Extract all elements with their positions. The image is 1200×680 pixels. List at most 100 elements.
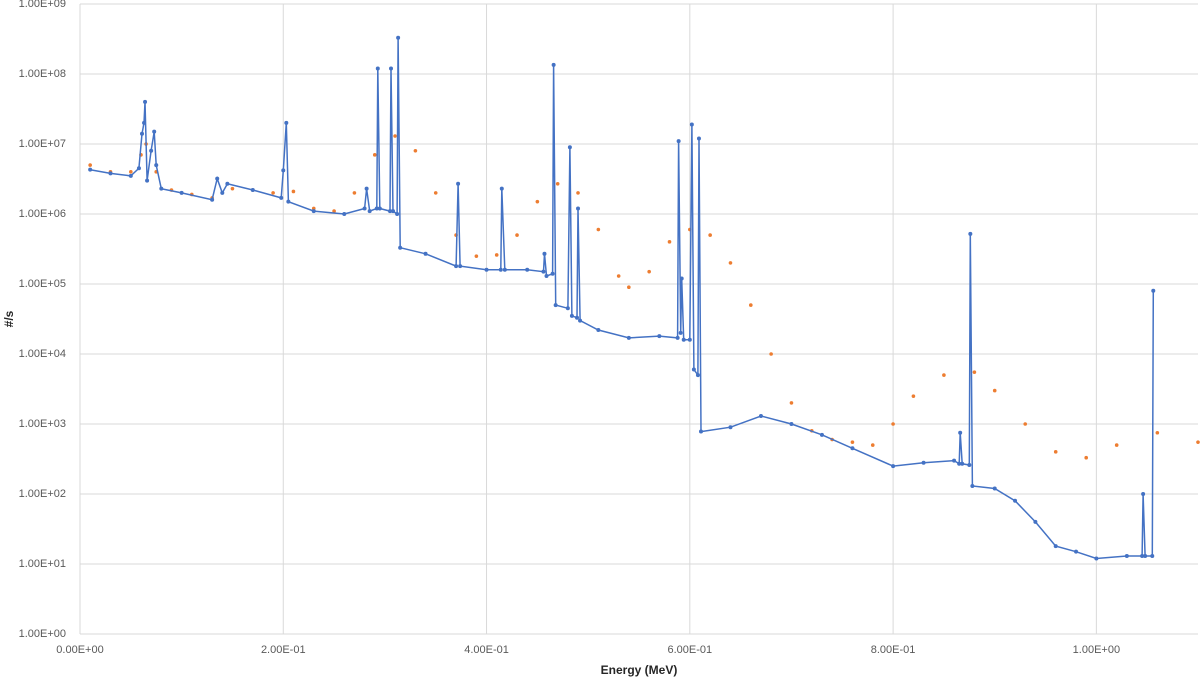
data-point (136, 166, 141, 171)
data-point (1155, 430, 1160, 435)
data-point (474, 254, 479, 258)
y-tick-label: 1.00E+01 (19, 558, 66, 570)
data-point (149, 148, 154, 153)
y-tick-label: 1.00E+02 (19, 488, 66, 500)
data-point (647, 269, 651, 274)
data-point (891, 422, 895, 426)
data-point (626, 335, 631, 340)
data-point (957, 461, 962, 466)
data-point (515, 233, 519, 237)
data-point (179, 190, 184, 195)
data-point (616, 274, 621, 278)
data-point (129, 170, 133, 174)
y-tick-label: 1.00E+06 (19, 208, 66, 220)
data-point (550, 271, 555, 276)
series-line (90, 37, 1155, 560)
data-point (220, 190, 225, 195)
data-point (691, 367, 696, 372)
y-tick-label: 1.00E+00 (19, 628, 66, 640)
data-point (1053, 450, 1058, 454)
data-point (433, 191, 438, 195)
data-point (972, 370, 977, 374)
data-point (332, 209, 336, 213)
data-point (230, 186, 235, 191)
data-point (396, 35, 401, 40)
data-point (542, 251, 547, 256)
data-point (152, 129, 157, 134)
data-point (870, 443, 875, 447)
data-point (921, 460, 926, 465)
data-point (502, 267, 507, 272)
data-point (88, 163, 92, 167)
data-point (225, 181, 230, 186)
data-point (398, 245, 403, 250)
x-tick-label: 4.00E-01 (464, 644, 509, 656)
data-point (728, 425, 733, 430)
data-point (960, 461, 965, 466)
data-point (596, 328, 601, 333)
data-point (364, 186, 369, 191)
data-point (575, 315, 580, 320)
data-point (769, 352, 773, 356)
data-point (210, 197, 215, 202)
data-point (789, 401, 794, 405)
data-point (1140, 554, 1145, 559)
data-point (555, 182, 560, 186)
data-point (992, 388, 997, 393)
data-point (553, 303, 558, 308)
data-point (279, 195, 284, 200)
data-point (689, 122, 694, 127)
data-point (281, 168, 286, 173)
data-point (681, 337, 686, 342)
data-point (367, 209, 372, 214)
data-point (375, 66, 380, 71)
data-point (698, 429, 703, 434)
data-point (667, 240, 672, 244)
data-point (154, 163, 159, 168)
data-point (535, 199, 540, 204)
data-point (569, 313, 574, 318)
y-axis-title: #/s (2, 310, 16, 327)
data-point (1084, 455, 1088, 460)
x-tick-label: 1.00E+00 (1073, 644, 1120, 656)
data-point (377, 206, 382, 211)
data-point (271, 191, 275, 195)
data-point (1124, 554, 1129, 559)
x-tick-label: 8.00E-01 (871, 644, 916, 656)
data-point (142, 120, 147, 125)
data-point (968, 231, 973, 236)
data-point (819, 432, 824, 437)
data-point (657, 334, 662, 339)
data-point (311, 209, 316, 214)
data-point (458, 264, 463, 269)
data-point (676, 139, 681, 144)
data-point (596, 227, 601, 232)
y-tick-label: 1.00E+07 (19, 138, 66, 150)
data-point (708, 233, 712, 237)
y-tick-label: 1.00E+09 (19, 0, 66, 10)
data-point (679, 276, 684, 281)
data-point (1053, 544, 1058, 549)
data-point (1143, 554, 1148, 559)
data-point (1196, 440, 1200, 444)
y-tick-label: 1.00E+05 (19, 278, 66, 290)
data-point (1033, 519, 1038, 524)
data-point (88, 167, 93, 172)
x-axis-title: Energy (MeV) (601, 663, 678, 677)
data-point (541, 269, 546, 274)
data-point (728, 261, 733, 265)
data-point (372, 153, 377, 157)
data-point (567, 145, 572, 150)
data-point (387, 209, 392, 214)
data-point (342, 212, 347, 216)
data-point (484, 267, 489, 272)
data-point (143, 99, 148, 104)
data-point (391, 209, 396, 214)
data-point (942, 373, 946, 377)
data-point (565, 306, 570, 311)
data-point (749, 303, 753, 307)
data-point (250, 188, 255, 193)
data-point (1013, 498, 1018, 503)
data-point (362, 206, 367, 211)
